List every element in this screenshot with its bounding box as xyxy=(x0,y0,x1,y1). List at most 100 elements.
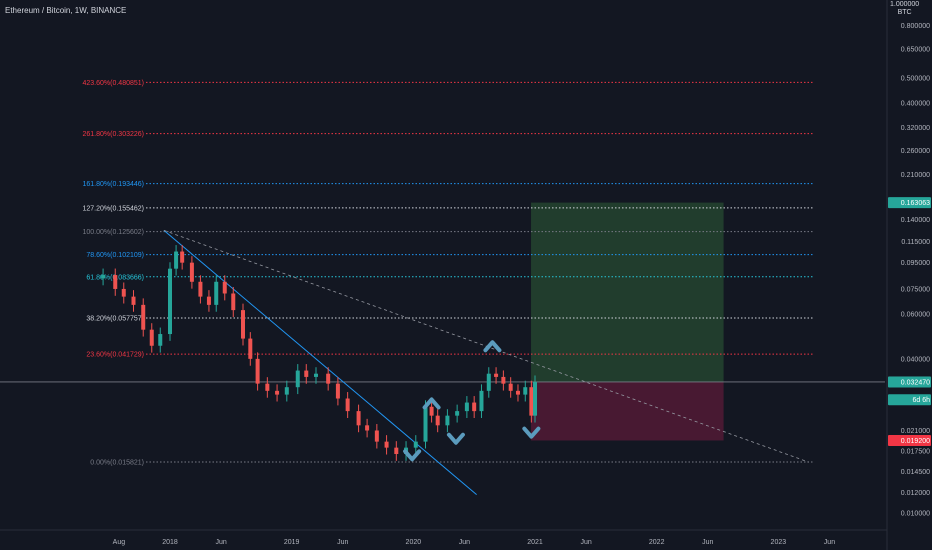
price-label: 0.163063 xyxy=(901,200,930,207)
candle-body xyxy=(113,275,118,289)
fib-level-label: 78.60%(0.102109) xyxy=(86,252,144,259)
price-axis-tick-label: 0.095000 xyxy=(901,260,930,267)
target-zone xyxy=(531,202,724,382)
time-axis-tick-label: 2018 xyxy=(162,539,178,546)
time-axis-tick-label: Jun xyxy=(337,539,348,546)
candle-body xyxy=(529,387,534,416)
time-axis-tick-label: 2022 xyxy=(649,539,665,546)
candle-body xyxy=(222,281,227,294)
price-label: 6d 6h xyxy=(912,397,930,404)
candle-body xyxy=(265,383,270,391)
candle-body xyxy=(429,406,434,416)
candle-body xyxy=(472,402,477,412)
candle-body xyxy=(384,441,389,448)
time-axis-tick-label: Aug xyxy=(113,539,126,546)
up-chevron-marker xyxy=(483,340,502,353)
candle-body xyxy=(198,281,203,297)
candle-body xyxy=(508,383,513,391)
price-axis-bg xyxy=(887,0,932,550)
candle-body xyxy=(435,415,440,426)
candle-body xyxy=(486,373,491,391)
time-axis-tick-label: Jun xyxy=(459,539,470,546)
down-chevron-marker xyxy=(446,432,465,445)
candle-body xyxy=(501,376,506,384)
price-axis-tick-label: 0.140000 xyxy=(901,217,930,224)
price-axis-tick-label: 0.500000 xyxy=(901,76,930,83)
price-label-bg xyxy=(888,394,931,406)
candle-body xyxy=(284,387,289,395)
time-axis-tick-label: 2023 xyxy=(771,539,787,546)
fib-level-label: 161.80%(0.193446) xyxy=(83,181,145,188)
price-axis-tick-label: 0.014500 xyxy=(901,469,930,476)
currency-code: BTC xyxy=(897,9,912,16)
candle-body xyxy=(345,398,350,412)
candle-body xyxy=(189,262,194,282)
candle-body xyxy=(479,390,484,412)
fib-level-label: 23.60%(0.041729) xyxy=(86,352,144,359)
candle-body xyxy=(231,293,236,311)
fib-level-label: 38.20%(0.057757) xyxy=(86,316,144,323)
candle-body xyxy=(101,275,106,279)
candle-body xyxy=(180,251,185,263)
candle-body xyxy=(423,406,428,442)
price-axis-tick-label: 0.800000 xyxy=(901,23,930,30)
candle-body xyxy=(206,296,211,305)
candle-body xyxy=(464,402,469,412)
currency-label: 1.000000 BTC xyxy=(890,1,919,17)
candle-body xyxy=(168,268,172,335)
candle-body xyxy=(174,251,179,269)
candle-body xyxy=(131,296,136,305)
candle-body xyxy=(158,334,163,346)
candle-body xyxy=(314,373,319,377)
candle-body xyxy=(515,390,520,395)
candle-body xyxy=(255,358,260,384)
candle-body xyxy=(533,381,538,416)
down-chevron-marker xyxy=(403,449,422,462)
time-axis-tick-label: Jun xyxy=(580,539,591,546)
time-axis-tick-label: Jun xyxy=(215,539,226,546)
time-axis-tick-label: Jun xyxy=(702,539,713,546)
price-axis-tick-label: 0.075000 xyxy=(901,286,930,293)
candle-body xyxy=(121,288,126,297)
candle-body xyxy=(413,441,418,448)
candle-body xyxy=(326,373,331,384)
time-axis-tick-label: Jun xyxy=(824,539,835,546)
price-axis-tick-label: 0.400000 xyxy=(901,100,930,107)
candle-body xyxy=(365,425,370,431)
price-label: 0.019200 xyxy=(901,438,930,445)
candle-body xyxy=(356,411,361,426)
price-axis-tick-label: 0.260000 xyxy=(901,148,930,155)
price-axis-tick-label: 0.021000 xyxy=(901,428,930,435)
price-axis-tick-label: 0.010000 xyxy=(901,511,930,518)
candle-body xyxy=(214,281,219,305)
candle-body xyxy=(374,430,379,442)
price-label-bg xyxy=(888,434,931,446)
candle-body xyxy=(241,310,246,339)
price-label-bg xyxy=(888,376,931,388)
fib-level-label: 100.00%(0.125602) xyxy=(83,229,145,236)
time-axis-tick-label: 2019 xyxy=(284,539,300,546)
stop-zone xyxy=(531,381,724,441)
candle-body xyxy=(455,411,460,416)
candle-body xyxy=(248,338,253,359)
candle-body xyxy=(445,415,450,426)
price-label: 0.032470 xyxy=(901,380,930,387)
price-axis-tick-label: 0.012000 xyxy=(901,490,930,497)
candle-body xyxy=(335,383,340,399)
price-axis-tick-label: 0.115000 xyxy=(901,239,930,246)
chart-title: Ethereum / Bitcoin, 1W, BINANCE xyxy=(5,6,127,15)
price-axis-tick-label: 0.040000 xyxy=(901,356,930,363)
candle-body xyxy=(295,370,300,388)
fib-level-label: 0.00%(0.015821) xyxy=(90,459,144,466)
down-chevron-marker xyxy=(522,426,541,439)
price-axis-tick-label: 0.650000 xyxy=(901,46,930,53)
price-axis-tick-label: 0.017500 xyxy=(901,448,930,455)
price-axis-tick-label: 0.060000 xyxy=(901,311,930,318)
fib-level-label: 127.20%(0.155462) xyxy=(83,205,145,212)
fib-level-label: 261.80%(0.303226) xyxy=(83,131,145,138)
candle-body xyxy=(394,447,399,454)
candle-body xyxy=(149,329,154,346)
price-axis-tick-label: 0.210000 xyxy=(901,172,930,179)
